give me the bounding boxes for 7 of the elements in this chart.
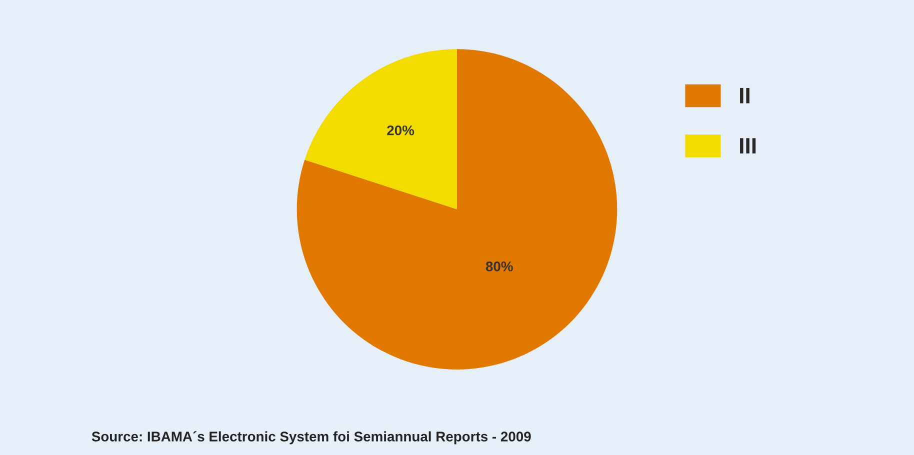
- source-note: Source: IBAMA´s Electronic System foi Semiannual Reports - 2009: [92, 431, 531, 444]
- pie-slice: [304, 49, 457, 210]
- legend-label: II: [740, 88, 750, 104]
- pie-slice: [296, 49, 618, 370]
- data-label: 20%: [387, 125, 414, 136]
- data-label: 80%: [486, 262, 513, 272]
- legend-label: III: [740, 138, 756, 154]
